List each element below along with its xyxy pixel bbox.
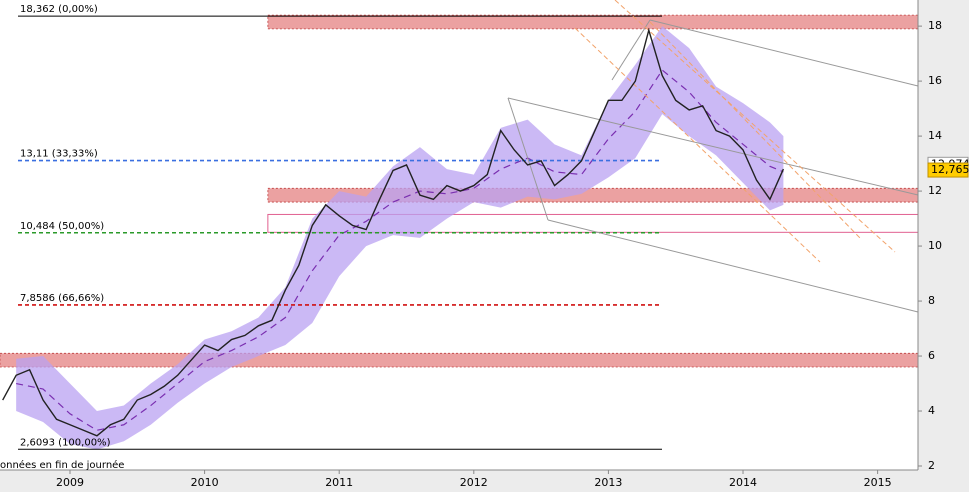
resistance-zone: [267, 14, 919, 30]
fan-line: [574, 27, 821, 263]
y-tick-label: 4: [928, 404, 935, 417]
trend-line: [507, 97, 549, 221]
y-tick-label: 12: [928, 184, 942, 197]
trend-line: [507, 97, 919, 196]
price-tag: [927, 162, 969, 178]
y-tick-label: 16: [928, 74, 942, 87]
fib-label: 2,6093 (100,00%): [20, 437, 111, 448]
x-tick-label: 2015: [864, 476, 892, 489]
trend-line: [649, 19, 919, 87]
y-tick-label: 18: [928, 19, 942, 32]
x-tick-label: 2013: [594, 476, 622, 489]
price-tag-label: 12,765: [931, 163, 969, 176]
y-tick-label: 10: [928, 239, 942, 252]
band-area: [16, 26, 784, 450]
y-tick-label: 2: [928, 459, 935, 472]
trend-line: [547, 219, 919, 313]
x-tick-label: 2010: [191, 476, 219, 489]
x-tick-label: 2014: [729, 476, 757, 489]
fan-line: [649, 21, 861, 239]
resistance-zone: [0, 352, 919, 368]
fib-label: 18,362 (0,00%): [20, 4, 98, 15]
moving-average: [16, 69, 784, 431]
fib-label: 13,11 (33,33%): [20, 149, 98, 160]
trend-lines: [507, 0, 919, 313]
note: onnées en fin de journée: [0, 459, 124, 471]
x-tick-label: 2011: [325, 476, 353, 489]
y-tick-label: 14: [928, 129, 942, 142]
x-tick-label: 2009: [56, 476, 84, 489]
y-tick-label: 6: [928, 349, 935, 362]
price-line: [2, 27, 785, 437]
fan-line: [614, 0, 896, 253]
fib-label: 7,8586 (66,66%): [20, 293, 104, 304]
fib-label: 10,484 (50,00%): [20, 221, 104, 232]
x-tick-label: 2012: [460, 476, 488, 489]
y-tick-label: 8: [928, 294, 935, 307]
